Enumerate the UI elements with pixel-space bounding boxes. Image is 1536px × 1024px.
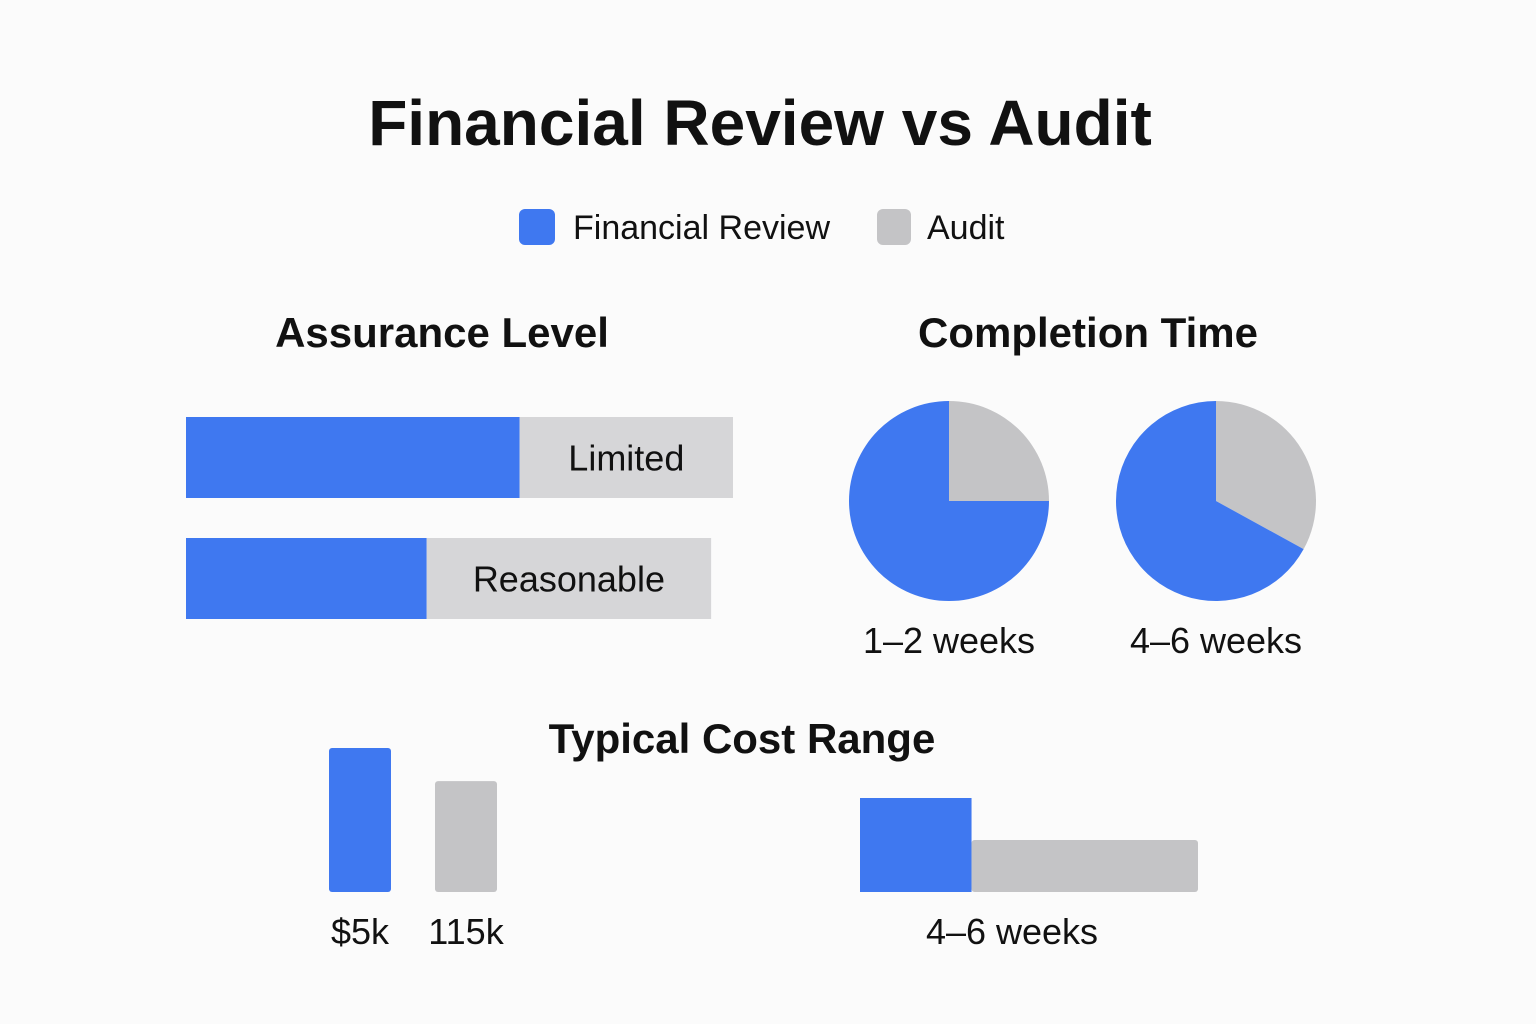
- assurance-bar-audit-reasonable: [426, 538, 712, 619]
- completion-time-chart: Completion Time 1–2 weeks 4–6 weeks: [849, 309, 1316, 661]
- legend: Financial Review Audit: [519, 209, 1005, 247]
- cost-tick-label-1: $5k: [331, 911, 390, 952]
- legend-swatch-audit: [877, 209, 911, 245]
- assurance-bar-label-limited: Limited: [568, 438, 684, 479]
- cost-tick-label-2: 115k: [428, 911, 504, 952]
- pie-2-slice-audit: [1216, 401, 1316, 550]
- assurance-bar-audit-limited: [519, 417, 733, 498]
- page-title: Financial Review vs Audit: [368, 87, 1152, 159]
- weeks-bar-label: 4–6 weeks: [926, 911, 1098, 952]
- typical-cost-range-chart: Typical Cost Range $5k 115k: [329, 715, 935, 952]
- weeks-bar-audit: [971, 840, 1198, 892]
- legend-swatch-financial-review: [519, 209, 555, 245]
- pie-1-slice-financial-review: [849, 401, 1049, 601]
- typical-cost-range-title: Typical Cost Range: [549, 715, 936, 762]
- weeks-bar-chart: 4–6 weeks: [860, 798, 1198, 952]
- assurance-bar-review-limited: [186, 417, 520, 498]
- assurance-level-title: Assurance Level: [275, 309, 609, 356]
- completion-time-title: Completion Time: [918, 309, 1258, 356]
- cost-bar-financial-review: [329, 748, 391, 892]
- cost-bar-audit: [435, 781, 497, 892]
- pie-1-label: 1–2 weeks: [863, 620, 1035, 661]
- legend-label-financial-review: Financial Review: [573, 209, 830, 247]
- legend-label-audit: Audit: [927, 209, 1005, 247]
- assurance-bar-review-reasonable: [186, 538, 427, 619]
- pie-2-slice-financial-review: [1115, 401, 1304, 601]
- weeks-bar-financial-review: [860, 798, 972, 892]
- assurance-level-chart: Assurance Level Limited Reasonable: [186, 309, 733, 619]
- pie-1-slice-audit: [949, 401, 1049, 501]
- assurance-bar-label-reasonable: Reasonable: [473, 559, 665, 600]
- pie-2-label: 4–6 weeks: [1130, 620, 1302, 661]
